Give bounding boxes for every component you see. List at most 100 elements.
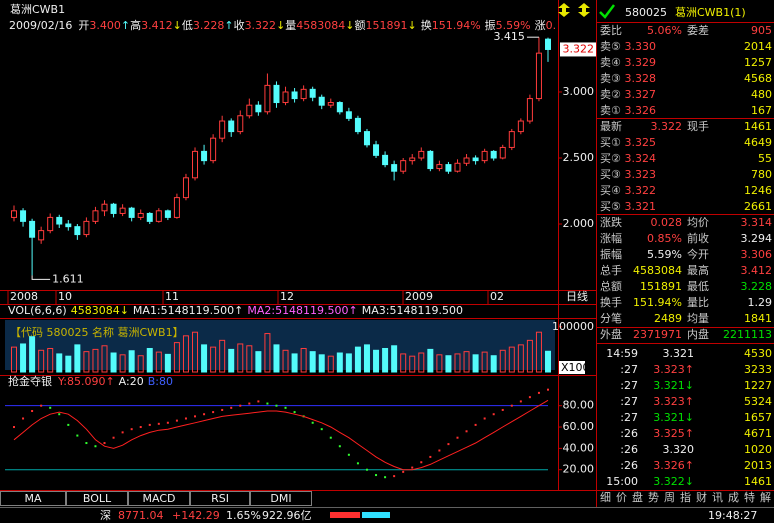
volume-bar bbox=[336, 352, 343, 373]
quote-tab[interactable]: 解 bbox=[760, 490, 771, 504]
volume-bar bbox=[345, 353, 352, 373]
tab[interactable] bbox=[128, 491, 190, 506]
volume-header-item: VOL(6,6,6) bbox=[8, 304, 67, 317]
indicator-dot bbox=[175, 419, 178, 422]
volume-bar bbox=[137, 355, 144, 373]
info-label: 高 bbox=[130, 18, 141, 32]
y-tick-label: 100000 bbox=[552, 320, 594, 333]
candle-body bbox=[128, 207, 135, 218]
tab-label[interactable]: RSI bbox=[211, 492, 229, 505]
y-tick-label: 2.000 bbox=[563, 217, 595, 230]
volume-bar bbox=[228, 348, 235, 373]
last-price: 3.322 bbox=[563, 42, 595, 55]
quote-tab[interactable]: 指 bbox=[680, 490, 691, 504]
scroll-icons[interactable] bbox=[558, 3, 590, 17]
info-value: 5.59% bbox=[496, 19, 531, 32]
quote-price: 3.325 bbox=[625, 136, 657, 149]
indicator-dot bbox=[184, 417, 187, 420]
candle-body bbox=[201, 150, 208, 162]
indicator-dot bbox=[266, 402, 269, 405]
volume-bar bbox=[128, 350, 135, 373]
quote-tab[interactable]: 成 bbox=[728, 491, 739, 504]
info-label: 开 bbox=[78, 19, 89, 32]
quote-tab[interactable]: 细 bbox=[600, 491, 611, 504]
indicator-header: 抢金夺银 Y:85.090↑ A:20 B:80 bbox=[8, 374, 173, 388]
quote-price: 3.321 bbox=[625, 200, 657, 213]
volume-bar bbox=[92, 348, 99, 373]
quote-tab[interactable]: 势 bbox=[648, 491, 659, 504]
info-arrow: ↑ bbox=[121, 19, 130, 32]
volume-bar bbox=[164, 353, 171, 373]
quote-label: 均价 bbox=[687, 216, 709, 229]
quote-label: 涨幅 bbox=[600, 232, 622, 245]
volume-bar bbox=[391, 345, 398, 373]
tick-price: 3.322↓ bbox=[653, 475, 694, 488]
quote-label: 总手 bbox=[600, 263, 622, 277]
quote-tab[interactable]: 周 bbox=[664, 491, 675, 504]
volume-bar bbox=[418, 352, 425, 373]
tab-label[interactable]: DMI bbox=[270, 492, 291, 505]
quote-tab[interactable]: 盘 bbox=[632, 490, 643, 504]
info-value: 151891 bbox=[366, 19, 408, 32]
volume-bar bbox=[83, 351, 90, 373]
candle-body bbox=[427, 150, 434, 170]
tab-label[interactable]: BOLL bbox=[83, 492, 112, 505]
volume-bar bbox=[382, 347, 389, 373]
low-label: 1.611 bbox=[52, 272, 84, 285]
tab-label[interactable]: MA bbox=[24, 492, 41, 505]
tab[interactable] bbox=[66, 491, 128, 506]
quote-tab[interactable]: 价 bbox=[616, 491, 627, 504]
indicator-dot bbox=[166, 421, 169, 424]
tab-label[interactable]: MACD bbox=[143, 492, 176, 505]
info-label: 收 bbox=[234, 18, 245, 32]
tab[interactable] bbox=[190, 491, 250, 506]
candle-body bbox=[210, 137, 217, 162]
tab[interactable] bbox=[0, 491, 66, 506]
tick-time: :27 bbox=[620, 411, 638, 424]
indicator-dot bbox=[519, 400, 522, 403]
quote-label: 委比 bbox=[600, 24, 622, 37]
candle-body bbox=[264, 84, 271, 113]
indicator-dot bbox=[547, 388, 549, 391]
candle-body bbox=[137, 212, 144, 218]
status-market: 深 bbox=[100, 509, 111, 522]
candle-body bbox=[173, 197, 180, 218]
indicator-name: 抢金夺银 bbox=[8, 374, 52, 388]
quote-label: 委差 bbox=[687, 23, 709, 37]
tab[interactable] bbox=[250, 491, 312, 506]
stock-title: 葛洲CWB1 bbox=[10, 3, 65, 16]
indicator-dot bbox=[22, 417, 25, 420]
volume-bar bbox=[327, 355, 334, 373]
volume-bar bbox=[363, 344, 370, 373]
candle-body bbox=[508, 131, 515, 148]
volume-bar bbox=[246, 345, 253, 373]
indicator-dot bbox=[402, 470, 405, 473]
tick-volume: 1657 bbox=[744, 411, 772, 424]
indicator-b: B:80 bbox=[148, 375, 173, 388]
date-label: 11 bbox=[165, 290, 179, 303]
candle-body bbox=[29, 220, 36, 238]
indicator-dot bbox=[447, 443, 450, 446]
tick-volume: 5324 bbox=[744, 395, 772, 408]
quote-tab[interactable]: 财 bbox=[696, 490, 707, 504]
candle-body bbox=[481, 150, 488, 162]
quote-label: 卖④ bbox=[600, 56, 621, 69]
last-price-box bbox=[560, 42, 596, 57]
quote-tab[interactable]: 特 bbox=[744, 490, 755, 504]
indicator-dot bbox=[212, 411, 215, 414]
volume-bar bbox=[454, 353, 461, 373]
tick-time: :26 bbox=[620, 427, 638, 440]
quote-volume: 1246 bbox=[744, 184, 772, 197]
quote-tab[interactable]: 讯 bbox=[712, 491, 723, 504]
info-label: 低 bbox=[182, 19, 193, 32]
volume-bar bbox=[11, 346, 17, 373]
status-time: 19:48:27 bbox=[708, 509, 757, 522]
status-bar-cyan bbox=[362, 512, 390, 518]
quote-price: 3.322 bbox=[625, 184, 657, 197]
volume-bar bbox=[74, 344, 81, 373]
quote-value: 3.412 bbox=[741, 264, 773, 277]
candle-body bbox=[354, 117, 361, 133]
frame bbox=[0, 0, 774, 507]
indicator-dot bbox=[58, 413, 61, 416]
